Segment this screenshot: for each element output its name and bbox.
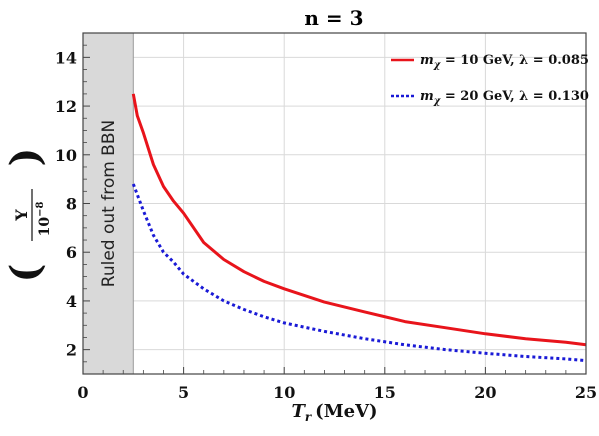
axis-ticks: 0 5 10 15 20 25 2 4 6 8 10 12 14: [55, 32, 597, 402]
y-axis-denominator-exponent: −8: [35, 202, 46, 217]
grid: [82, 33, 587, 374]
legend-symbol: m: [420, 53, 434, 68]
x-tick-label: 15: [374, 383, 396, 402]
x-tick-label: 5: [178, 383, 189, 402]
y-tick-label: 12: [55, 97, 77, 116]
x-tick-label: 0: [77, 383, 88, 402]
series-line-2: [131, 183, 587, 363]
x-tick-label: 25: [575, 383, 597, 402]
ruled-out-label: Ruled out from BBN: [99, 120, 119, 287]
x-axis-label: Tr (MeV): [291, 401, 377, 424]
chart-title: n = 3: [304, 6, 363, 30]
series-line-1: [131, 93, 587, 347]
y-axis-left-paren: (: [2, 264, 49, 283]
legend-label-1: mχ = 10 GeV, λ = 0.085: [420, 53, 589, 71]
x-tick-label: 20: [474, 383, 496, 402]
x-axis-subscript: r: [305, 410, 313, 424]
y-tick-label: 6: [66, 243, 77, 262]
legend-label-2: mχ = 20 GeV, λ = 0.130: [420, 89, 589, 107]
legend-symbol: m: [420, 89, 434, 104]
y-axis-denominator-base: 10: [37, 217, 53, 237]
x-tick-label: 10: [273, 383, 295, 402]
y-tick-label: 4: [66, 292, 77, 311]
y-tick-label: 10: [55, 146, 77, 165]
x-axis-unit: (MeV): [315, 401, 377, 422]
legend-text: = 10 GeV, λ = 0.085: [440, 53, 589, 68]
series-group: [131, 93, 587, 363]
y-tick-label: 14: [55, 48, 77, 67]
y-tick-label: 2: [66, 341, 77, 360]
y-tick-label: 8: [66, 195, 77, 214]
y-axis-numerator: Y: [12, 209, 31, 222]
x-axis-symbol: T: [291, 401, 306, 422]
y-axis-label: ( Y 10−8 ): [2, 148, 53, 283]
legend-subscript: χ: [433, 60, 442, 71]
legend-subscript: χ: [433, 96, 442, 107]
ruled-out-region: [82, 32, 134, 375]
y-axis-denominator: 10−8: [35, 202, 53, 237]
y-axis-right-paren: ): [2, 148, 49, 167]
legend-text: = 20 GeV, λ = 0.130: [440, 89, 589, 104]
